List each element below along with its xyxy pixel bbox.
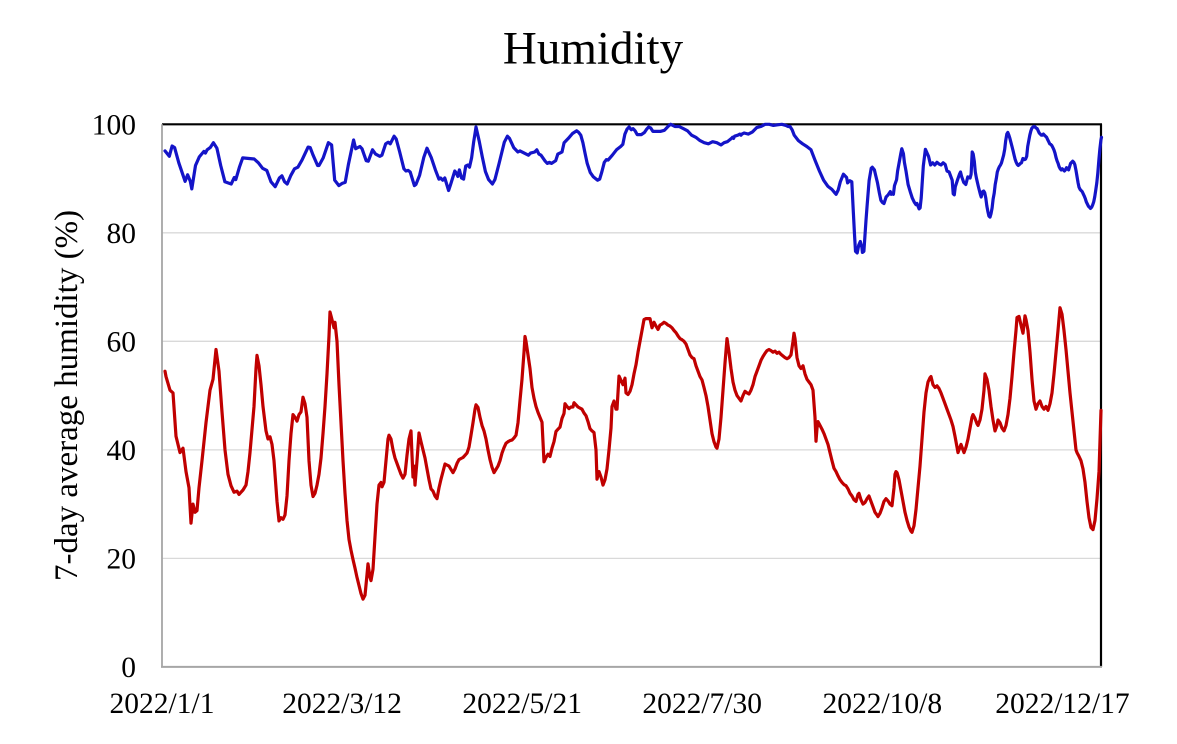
- svg-text:2022/5/21: 2022/5/21: [462, 688, 582, 720]
- svg-text:2022/10/8: 2022/10/8: [822, 688, 942, 720]
- svg-text:2022/3/12: 2022/3/12: [282, 688, 402, 720]
- svg-text:40: 40: [107, 435, 137, 467]
- svg-text:100: 100: [92, 109, 136, 141]
- svg-text:0: 0: [121, 652, 136, 684]
- svg-text:2022/12/17: 2022/12/17: [995, 688, 1129, 720]
- svg-text:2022/1/1: 2022/1/1: [110, 688, 215, 720]
- svg-text:2022/7/30: 2022/7/30: [642, 688, 762, 720]
- svg-text:7-day average humidity (%): 7-day average humidity (%): [49, 210, 85, 581]
- svg-text:Humidity: Humidity: [503, 23, 684, 75]
- svg-text:20: 20: [107, 543, 137, 575]
- svg-text:60: 60: [107, 326, 137, 358]
- svg-text:80: 80: [107, 218, 137, 250]
